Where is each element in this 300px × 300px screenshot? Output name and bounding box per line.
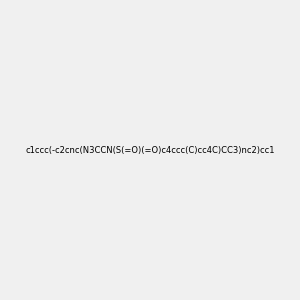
Text: c1ccc(-c2cnc(N3CCN(S(=O)(=O)c4ccc(C)cc4C)CC3)nc2)cc1: c1ccc(-c2cnc(N3CCN(S(=O)(=O)c4ccc(C)cc4C…: [25, 146, 275, 154]
